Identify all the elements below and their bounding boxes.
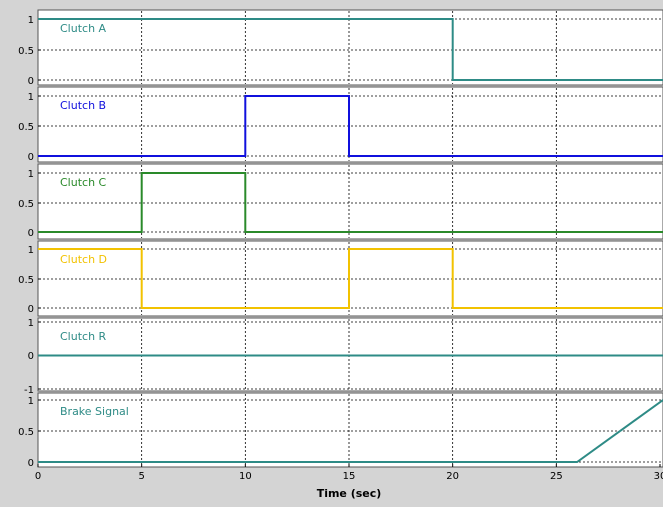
panel-2: 1 0.5 0 Clutch B bbox=[18, 86, 663, 163]
panel-frame bbox=[37, 240, 663, 317]
y-tick-label: 0.5 bbox=[18, 199, 34, 210]
panel-4: 1 0.5 0 Clutch D bbox=[18, 240, 663, 317]
series-label: Clutch B bbox=[60, 99, 106, 112]
panel-3: 1 0.5 0 Clutch C bbox=[18, 163, 663, 240]
series-line bbox=[38, 18, 663, 81]
series-label: Clutch C bbox=[60, 176, 107, 189]
x-tick-label: 15 bbox=[343, 471, 356, 482]
x-axis-label: Time (sec) bbox=[317, 487, 382, 500]
series-line bbox=[38, 248, 663, 309]
panel-frame bbox=[37, 163, 663, 240]
x-tick-label: 0 bbox=[35, 471, 41, 482]
y-tick-label: 1 bbox=[28, 92, 34, 103]
y-tick-label: 0 bbox=[28, 152, 34, 163]
y-tick-label: 0.5 bbox=[18, 122, 34, 133]
panel-5: 1 0 -1 Clutch R bbox=[24, 317, 663, 396]
panel-1: 1 0.5 0 Clutch A bbox=[18, 9, 663, 87]
y-tick-label: 0 bbox=[28, 458, 34, 469]
series-label: Clutch D bbox=[60, 253, 107, 266]
y-tick-label: 1 bbox=[28, 15, 34, 26]
y-tick-label: 0.5 bbox=[18, 427, 34, 438]
series-label: Clutch A bbox=[60, 22, 107, 35]
y-tick-label: 0 bbox=[28, 228, 34, 239]
series-label: Clutch R bbox=[60, 330, 107, 343]
y-tick-label: 1 bbox=[28, 245, 34, 256]
series-line bbox=[38, 399, 663, 463]
y-tick-label: 0.5 bbox=[18, 46, 34, 57]
y-tick-label: 0 bbox=[28, 351, 34, 362]
y-tick-label: 1 bbox=[28, 318, 34, 329]
series-line bbox=[38, 95, 663, 157]
series-line bbox=[38, 172, 663, 233]
panel-6: 1 0.5 0 Brake Signal bbox=[18, 392, 663, 469]
y-tick-label: 0 bbox=[28, 304, 34, 315]
x-tick-label: 25 bbox=[550, 471, 563, 482]
y-tick-label: 1 bbox=[28, 169, 34, 180]
panel-frame bbox=[37, 392, 663, 468]
x-tick-label: 5 bbox=[138, 471, 144, 482]
y-tick-label: 0 bbox=[28, 76, 34, 87]
panel-frame bbox=[37, 86, 663, 163]
panel-frame bbox=[37, 9, 663, 86]
y-tick-label: -1 bbox=[24, 385, 34, 396]
y-tick-label: 0.5 bbox=[18, 275, 34, 286]
y-tick-label: 1 bbox=[28, 396, 34, 407]
x-tick-label: 10 bbox=[239, 471, 252, 482]
series-label: Brake Signal bbox=[60, 405, 129, 418]
x-tick-label: 20 bbox=[446, 471, 459, 482]
x-tick-label: 30 bbox=[654, 471, 663, 482]
